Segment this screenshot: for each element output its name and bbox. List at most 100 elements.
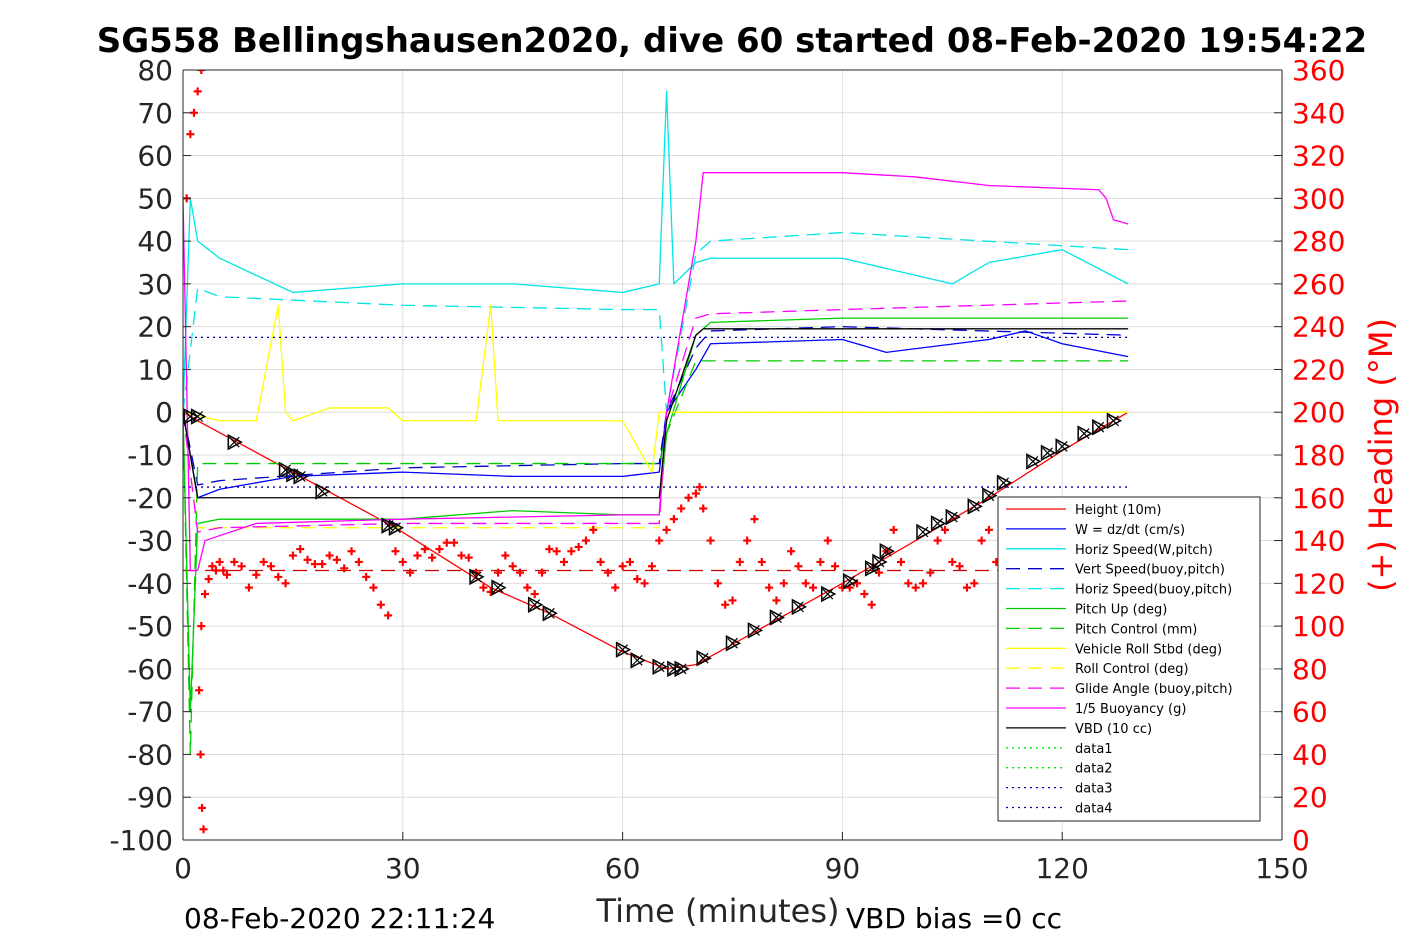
depth-marker-x2 [873,556,885,568]
depth-marker-triangle [820,585,837,603]
depth-marker [747,622,764,639]
heading-marker [772,596,781,605]
depth-marker [674,660,690,678]
heading-marker [743,536,752,545]
depth-marker-x2 [492,582,504,594]
heading-marker [208,562,217,571]
y-tick-label-right: 200 [1292,396,1345,429]
depth-marker [1077,425,1093,442]
depth-marker-x2 [1027,455,1039,467]
depth-marker-x2 [793,601,804,613]
x-tick-label: 90 [825,852,861,885]
y-tick-label-right: 60 [1292,696,1328,729]
legend-entry: data4 [1075,802,1113,817]
axes: -100-90-80-70-60-50-40-30-20-10010203040… [109,54,1345,885]
depth-marker-x2 [631,654,643,666]
depth-marker-x2 [697,652,709,664]
y-tick-label-right: 360 [1292,54,1345,87]
depth-marker [916,523,932,541]
depth-marker-x2 [470,571,482,583]
series-line-10 [183,172,1129,572]
heading-marker [677,504,686,513]
depth-marker-triangle [930,515,947,532]
depth-marker-triangle [872,553,888,571]
y-tick-label-left: -20 [127,482,173,515]
y-tick-label-left: -60 [127,653,173,686]
depth-marker-triangle [527,596,544,613]
heading-marker [699,504,708,513]
heading-marker [603,568,612,577]
heading-marker [523,583,532,592]
heading-marker [237,562,246,571]
heading-marker [779,579,788,588]
depth-marker [388,519,405,536]
y-tick-label-left: -100 [109,824,173,857]
heading-marker [215,557,224,566]
depth-marker-x2 [983,490,995,502]
depth-marker [842,572,859,590]
legend-entry: Vehicle Roll Stbd (deg) [1075,642,1222,657]
heading-marker [633,575,642,584]
heading-marker [933,536,942,545]
depth-marker [278,461,295,479]
heading-marker [494,568,503,577]
depth-marker [1026,453,1042,470]
heading-marker [391,547,400,556]
y-tick-label-right: 140 [1292,525,1345,558]
depth-marker-triangle [842,572,859,590]
legend-entry: data3 [1075,782,1113,797]
heading-marker [647,562,656,571]
x-tick-label: 0 [174,852,192,885]
heading-marker [530,590,539,599]
heading-marker [222,570,231,579]
depth-marker-triangle [286,465,302,483]
heading-marker [911,583,920,592]
heading-marker [420,545,429,554]
depth-marker [930,515,947,532]
x-axis-label: Time (minutes) [596,892,840,930]
depth-marker-x2 [727,637,738,649]
depth-marker-x2 [529,599,541,611]
depth-marker-triangle [725,634,742,652]
heading-marker [889,525,898,534]
depth-marker-x2 [866,562,878,574]
depth-marker-triangle [674,660,690,678]
legend-entry: Horiz Speed(W,pitch) [1075,543,1213,558]
heading-marker [198,803,207,812]
depth-marker-triangle [183,408,199,425]
heading-marker [831,562,840,571]
heading-marker [296,545,305,554]
y-axis-right-label: (+) Heading (°M) [1362,318,1400,592]
heading-marker [970,579,979,588]
legend-entry: Pitch Control (mm) [1075,622,1197,637]
y-tick-label-left: 70 [137,97,173,130]
series-line-3 [183,326,1129,486]
depth-marker-x2 [1093,421,1105,433]
y-tick-label-right: 160 [1292,482,1345,515]
y-tick-label-left: 30 [137,268,173,301]
heading-marker [581,536,590,545]
depth-marker [1092,418,1108,436]
legend-entry: 1/5 Buoyancy (g) [1075,702,1186,717]
heading-marker [199,825,208,834]
heading-marker [640,579,649,588]
series-line-2 [183,90,1129,413]
y-tick-label-right: 80 [1292,653,1328,686]
heading-marker [186,130,195,139]
depth-marker-triangle [1040,444,1057,462]
depth-marker-triangle [227,433,243,451]
y-tick-label-right: 100 [1292,610,1345,643]
y-tick-label-right: 260 [1292,268,1345,301]
depth-marker-x2 [880,545,892,557]
depth-marker-triangle [996,474,1013,492]
y-tick-label-left: -90 [127,781,173,814]
heading-marker [197,622,206,631]
heading-marker [354,557,363,566]
y-tick-label-right: 20 [1292,781,1328,814]
depth-marker-x2 [998,477,1010,489]
heading-marker [625,557,634,566]
heading-marker [193,87,202,96]
depth-marker [945,508,961,526]
depth-marker-x2 [1108,415,1119,427]
depth-marker [227,433,243,451]
